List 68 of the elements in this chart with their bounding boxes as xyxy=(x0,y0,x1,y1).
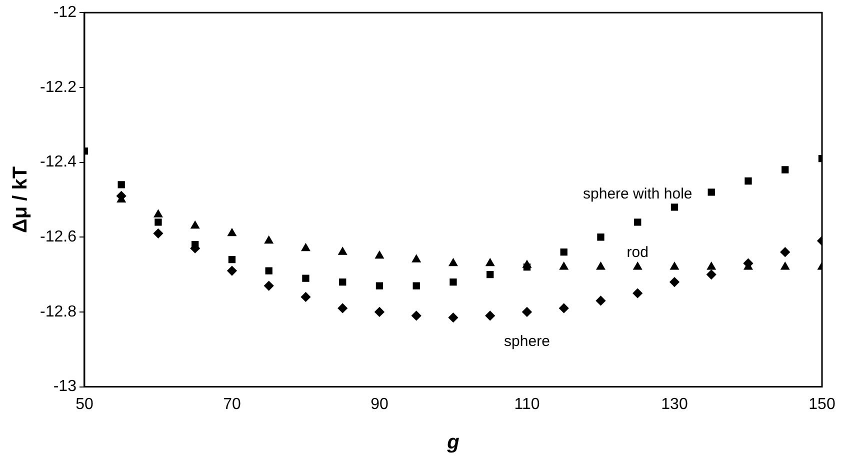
point xyxy=(633,262,642,270)
point xyxy=(560,248,568,256)
point xyxy=(559,303,569,313)
point xyxy=(412,310,422,320)
series-label: sphere xyxy=(504,333,550,350)
point xyxy=(596,262,605,270)
point xyxy=(780,247,790,257)
point xyxy=(264,236,274,244)
point xyxy=(265,267,272,274)
point xyxy=(486,270,494,278)
point xyxy=(118,181,125,188)
point xyxy=(706,270,716,280)
point xyxy=(376,282,384,290)
x-tick-label: 70 xyxy=(223,396,241,413)
point xyxy=(782,166,789,174)
x-tick-label: 90 xyxy=(370,396,388,413)
y-tick-label: -12.4 xyxy=(40,154,77,171)
x-tick-label: 50 xyxy=(76,396,94,413)
point xyxy=(302,274,310,282)
point xyxy=(670,262,679,270)
point xyxy=(708,188,715,196)
point xyxy=(190,221,200,229)
point xyxy=(486,258,494,266)
point xyxy=(338,247,347,255)
point xyxy=(338,303,348,313)
point xyxy=(192,241,199,248)
point xyxy=(634,218,642,226)
point xyxy=(154,218,162,226)
y-axis-title: Δμ / kT xyxy=(10,166,32,234)
point xyxy=(154,210,162,218)
point xyxy=(375,251,384,259)
point xyxy=(302,244,310,252)
point xyxy=(780,262,790,270)
point xyxy=(228,256,236,264)
x-tick-label: 130 xyxy=(661,396,688,413)
point xyxy=(153,228,163,238)
x-tick-label: 150 xyxy=(808,396,836,413)
point xyxy=(412,254,421,262)
point xyxy=(339,278,346,286)
point xyxy=(632,288,642,298)
series-label: rod xyxy=(626,244,648,262)
x-tick-label: 110 xyxy=(514,396,540,413)
x-axis-title: g xyxy=(446,432,460,454)
point xyxy=(522,307,532,317)
point xyxy=(560,262,568,270)
point xyxy=(670,277,680,287)
point xyxy=(450,278,457,286)
point xyxy=(670,204,678,211)
point xyxy=(449,258,458,266)
point xyxy=(300,292,310,302)
point xyxy=(228,228,236,236)
point xyxy=(412,282,420,290)
point xyxy=(374,307,384,317)
point xyxy=(744,177,752,185)
y-tick-label: -12 xyxy=(53,4,77,22)
point xyxy=(523,263,531,271)
point xyxy=(448,312,458,322)
y-tick-label: -13 xyxy=(53,378,77,396)
point xyxy=(707,262,716,270)
point xyxy=(264,281,274,291)
series-label: sphere with hole xyxy=(583,185,692,202)
y-tick-label: -12.2 xyxy=(40,78,77,96)
y-tick-label: -12.6 xyxy=(40,228,77,246)
y-tick-label: -12.8 xyxy=(40,303,77,320)
point xyxy=(597,234,604,241)
point xyxy=(227,266,237,276)
point xyxy=(485,310,495,320)
point xyxy=(596,296,606,306)
